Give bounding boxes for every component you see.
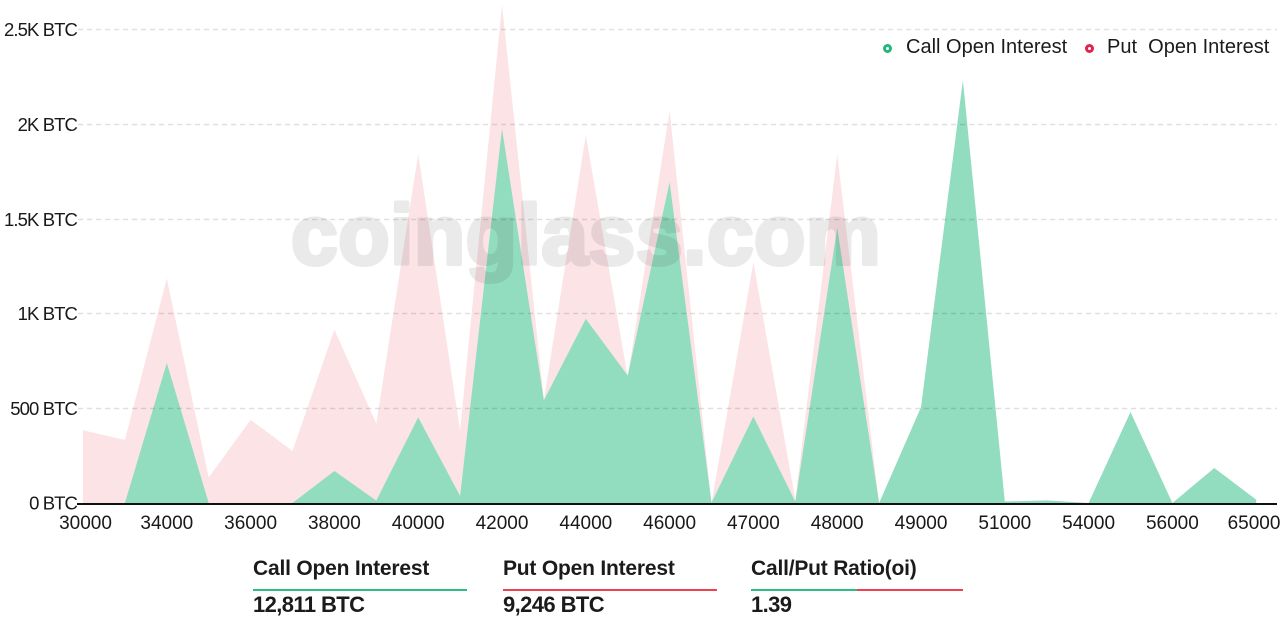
svg-text:2K BTC: 2K BTC [18,114,78,135]
svg-text:34000: 34000 [140,513,193,534]
svg-text:0 BTC: 0 BTC [29,493,77,514]
svg-text:46000: 46000 [643,513,696,534]
svg-text:40000: 40000 [392,513,445,534]
svg-text:56000: 56000 [1146,513,1199,534]
svg-text:48000: 48000 [811,513,864,534]
svg-text:42000: 42000 [476,513,529,534]
svg-text:1K BTC: 1K BTC [18,303,78,324]
svg-text:47000: 47000 [727,513,780,534]
svg-text:65000: 65000 [1228,513,1280,534]
svg-text:coinglass.com: coinglass.com [291,188,881,282]
svg-text:44000: 44000 [559,513,612,534]
svg-text:1.5K BTC: 1.5K BTC [4,209,78,230]
svg-text:36000: 36000 [224,513,277,534]
svg-text:2.5K BTC: 2.5K BTC [4,19,78,40]
svg-text:49000: 49000 [895,513,948,534]
svg-text:38000: 38000 [308,513,361,534]
svg-text:51000: 51000 [978,513,1031,534]
svg-text:30000: 30000 [59,513,112,534]
svg-text:54000: 54000 [1062,513,1115,534]
svg-text:500 BTC: 500 BTC [10,398,77,419]
